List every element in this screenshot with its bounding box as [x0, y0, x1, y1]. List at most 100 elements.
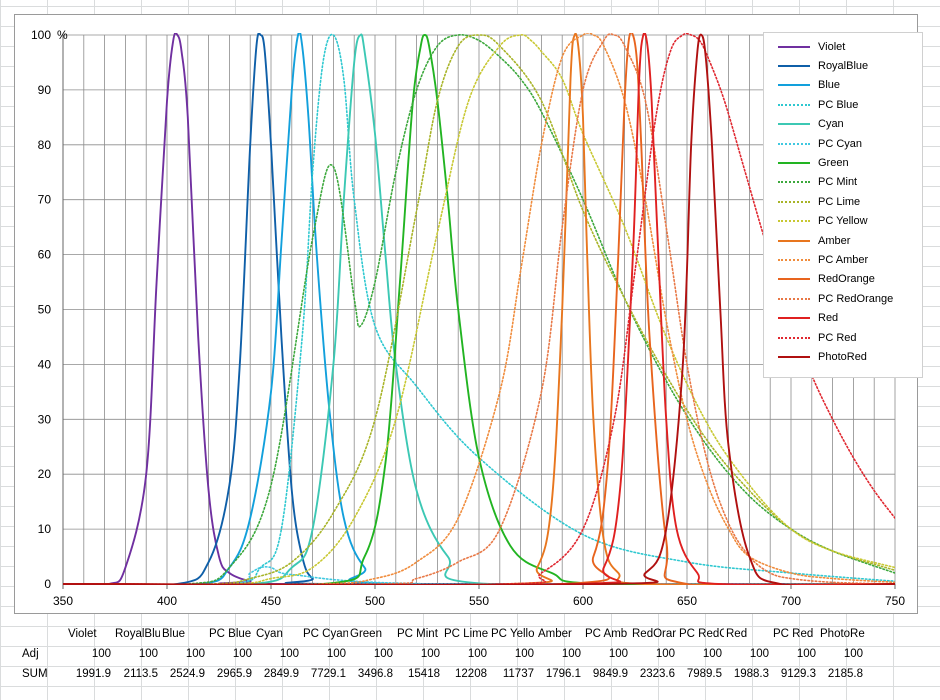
legend-label: PC Yellow	[818, 215, 868, 228]
legend[interactable]: Violet RoyalBlue Blue PC Blue Cyan PC Cyan Gre…	[763, 32, 923, 378]
sum-cell: 11737	[502, 668, 534, 680]
legend-item[interactable]: RedOrange	[764, 270, 922, 289]
x-tick-label: 450	[261, 594, 281, 608]
adj-cell: 100	[232, 648, 252, 660]
legend-swatch	[778, 336, 810, 339]
sum-cell: 9129.3	[780, 668, 816, 680]
legend-label: PC Red	[818, 331, 857, 344]
table-header-row: Violet RoyalBlu Blue PC Blue Cyan PC Cyan Gree…	[0, 626, 940, 646]
sum-cell: 7729.1	[310, 668, 346, 680]
adj-cell: 100	[702, 648, 722, 660]
column-header: Blue	[162, 628, 186, 640]
sum-cell: 1991.9	[75, 668, 111, 680]
x-tick-label: 550	[469, 594, 489, 608]
sum-cell: 2323.6	[639, 668, 675, 680]
y-tick-label: 40	[38, 357, 52, 371]
legend-item[interactable]: Blue	[764, 76, 922, 95]
y-tick-label: 30	[38, 412, 52, 426]
legend-item[interactable]: PC Blue	[764, 95, 922, 114]
series-line-pc-yellow	[63, 34, 895, 585]
legend-label: PC Lime	[818, 195, 861, 208]
legend-item[interactable]: Red	[764, 308, 922, 327]
legend-swatch	[778, 103, 810, 106]
legend-item[interactable]: Amber	[764, 231, 922, 250]
y-tick-label: 70	[38, 193, 52, 207]
column-header: Green	[350, 628, 382, 640]
legend-item[interactable]: PC Red	[764, 328, 922, 347]
adj-cell: 100	[279, 648, 299, 660]
adj-cell: 100	[655, 648, 675, 660]
legend-label: PC Blue	[818, 98, 859, 111]
sum-cell: 2185.8	[827, 668, 863, 680]
column-header: PC Amb	[585, 628, 628, 640]
legend-item[interactable]: PC Cyan	[764, 134, 922, 153]
column-header: PhotoRed	[820, 628, 865, 640]
legend-swatch	[778, 181, 810, 184]
sum-cell: 2849.9	[263, 668, 299, 680]
x-tick-label: 750	[885, 594, 905, 608]
legend-swatch	[778, 84, 810, 87]
legend-item[interactable]: Violet	[764, 37, 922, 56]
legend-item[interactable]: RoyalBlue	[764, 56, 922, 75]
adj-cell: 100	[843, 648, 863, 660]
legend-item[interactable]: Cyan	[764, 115, 922, 134]
chart-area[interactable]: 0 10 20 30 40 50 60 70 80 90 100% 350 400 450 500 550 60…	[14, 14, 923, 614]
series-line-pc-mint	[63, 34, 895, 585]
legend-label: PC Cyan	[818, 137, 863, 150]
sum-cell: 15418	[408, 668, 440, 680]
column-header: PC Lime	[444, 628, 489, 640]
y-tick-label: 60	[38, 248, 52, 262]
series-line-royalblue	[63, 33, 895, 585]
table-row-adj: Adj 100 100 100 100 100 100 100 100 100 100 100 100…	[0, 646, 940, 666]
legend-label: Red	[818, 312, 839, 325]
sum-cell: 12208	[455, 668, 487, 680]
legend-swatch	[778, 200, 810, 203]
column-header: Cyan	[256, 628, 283, 640]
legend-label: RoyalBlue	[818, 60, 869, 73]
legend-swatch	[778, 123, 810, 126]
legend-item[interactable]: PC Amber	[764, 250, 922, 269]
sum-cell: 1796.1	[545, 668, 581, 680]
legend-item[interactable]: Green	[764, 153, 922, 172]
series-line-cyan	[63, 33, 895, 585]
legend-item[interactable]: PC Mint	[764, 173, 922, 192]
column-header: RoyalBlu	[115, 628, 160, 640]
legend-label: Green	[818, 157, 849, 170]
sum-cell: 3496.8	[357, 668, 393, 680]
column-header: Violet	[68, 628, 97, 640]
adj-cell: 100	[138, 648, 158, 660]
legend-label: Cyan	[818, 118, 844, 131]
legend-item[interactable]: PC Yellow	[764, 212, 922, 231]
legend-swatch	[778, 297, 810, 300]
y-tick-label: 90	[38, 83, 52, 97]
legend-item[interactable]: PhotoRed	[764, 347, 922, 366]
sum-cell: 2113.5	[123, 668, 158, 680]
adj-cell: 100	[91, 648, 111, 660]
legend-swatch	[778, 65, 810, 68]
series-group	[63, 33, 895, 585]
legend-label: Violet	[818, 40, 846, 53]
legend-item[interactable]: PC RedOrange	[764, 289, 922, 308]
row-label-sum: SUM	[22, 668, 48, 680]
column-header: Amber	[538, 628, 572, 640]
column-header: PC Yello	[491, 628, 535, 640]
legend-label: Amber	[818, 234, 851, 247]
adj-cell: 100	[467, 648, 487, 660]
adj-cell: 100	[561, 648, 581, 660]
legend-label: PC Amber	[818, 253, 869, 266]
y-tick-label: 0	[44, 577, 51, 591]
legend-swatch	[778, 355, 810, 358]
legend-label: PC RedOrange	[818, 292, 894, 305]
y-tick-label: 50	[38, 303, 52, 317]
legend-label: PC Mint	[818, 176, 858, 189]
column-header: PC Cyan	[303, 628, 348, 640]
x-tick-label: 400	[157, 594, 177, 608]
series-line-green	[63, 34, 895, 585]
series-line-photored	[63, 33, 895, 585]
y-tick-label: 10	[38, 522, 52, 536]
adj-cell: 100	[185, 648, 205, 660]
legend-item[interactable]: PC Lime	[764, 192, 922, 211]
adj-cell: 100	[326, 648, 346, 660]
adj-cell: 100	[514, 648, 534, 660]
series-line-pc-amber	[63, 33, 895, 585]
